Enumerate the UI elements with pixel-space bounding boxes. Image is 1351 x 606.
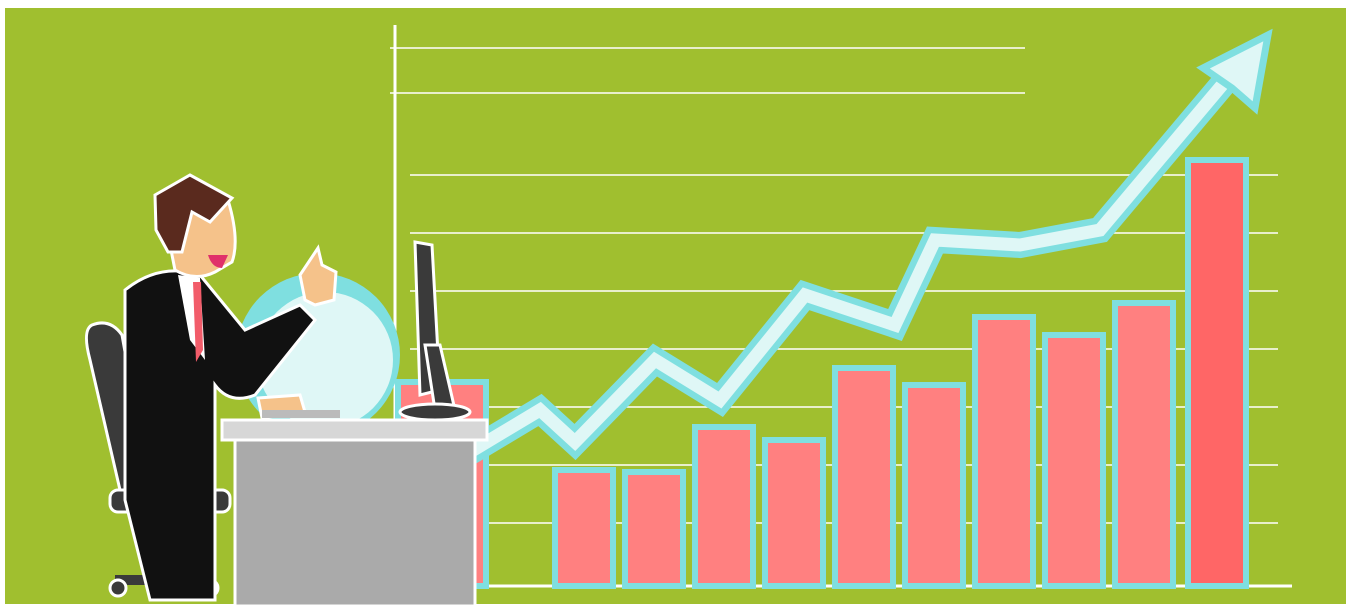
bar xyxy=(762,437,826,589)
bar xyxy=(552,467,616,589)
bar xyxy=(972,314,1036,589)
bar xyxy=(1112,300,1176,589)
arrow-body xyxy=(466,73,1233,458)
desk xyxy=(220,418,489,606)
bar xyxy=(1185,157,1249,589)
bar xyxy=(902,382,966,589)
bar xyxy=(692,424,756,589)
bar xyxy=(832,365,896,589)
bar xyxy=(622,469,686,589)
trend-arrow xyxy=(463,28,1273,464)
arrow-head xyxy=(1196,28,1273,115)
bar xyxy=(1042,332,1106,589)
man xyxy=(123,173,340,602)
monitor xyxy=(398,240,472,422)
